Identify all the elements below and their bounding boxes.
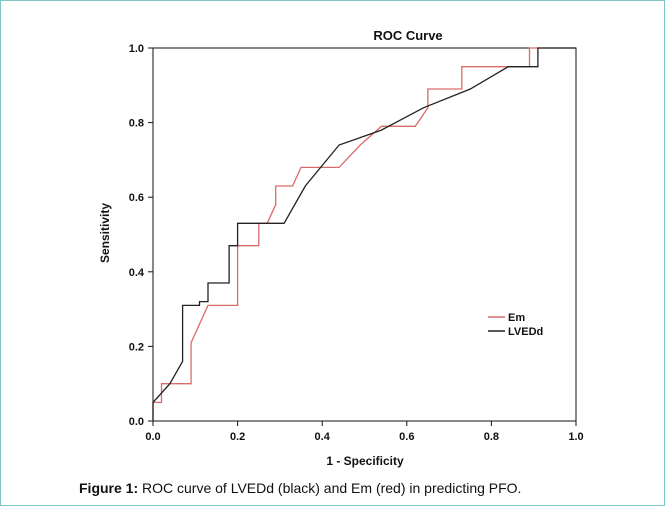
y-tick-label: 1.0	[129, 43, 144, 55]
series-layer	[152, 47, 576, 421]
legend-label-lvedd: LVEDd	[508, 326, 543, 338]
caption-label: Figure 1:	[79, 480, 139, 496]
y-tick-label: 0.4	[129, 267, 145, 279]
plot-area	[152, 47, 577, 422]
y-tick-label: 0.0	[129, 416, 144, 428]
series-line-lvedd	[152, 47, 576, 421]
figure-caption: Figure 1: ROC curve of LVEDd (black) and…	[79, 480, 521, 496]
ticks-layer: 0.0 0.2 0.4 0.6 0.8 1.0 0.0 0.2 0.4 0.6 0.8 1.0	[129, 43, 584, 443]
y-tick-label: 0.8	[129, 118, 144, 130]
chart-title: ROC Curve	[373, 28, 442, 43]
y-axis-label: Sensitivity	[98, 203, 112, 263]
roc-chart: ROC Curve 1 - Specificity Sensitivity 0.…	[98, 28, 584, 468]
series-line-em	[152, 47, 576, 421]
x-axis-label: 1 - Specificity	[326, 454, 404, 468]
y-tick-label: 0.6	[129, 192, 144, 204]
x-tick-label: 0.4	[315, 431, 331, 443]
caption-text: ROC curve of LVEDd (black) and Em (red) …	[142, 480, 522, 496]
x-tick-label: 0.6	[399, 431, 414, 443]
x-tick-label: 1.0	[568, 431, 583, 443]
x-tick-label: 0.0	[145, 431, 160, 443]
legend-label-em: Em	[508, 312, 525, 324]
y-tick-label: 0.2	[129, 341, 144, 353]
legend: Em LVEDd	[488, 312, 543, 338]
x-tick-label: 0.8	[484, 431, 499, 443]
x-tick-label: 0.2	[230, 431, 245, 443]
